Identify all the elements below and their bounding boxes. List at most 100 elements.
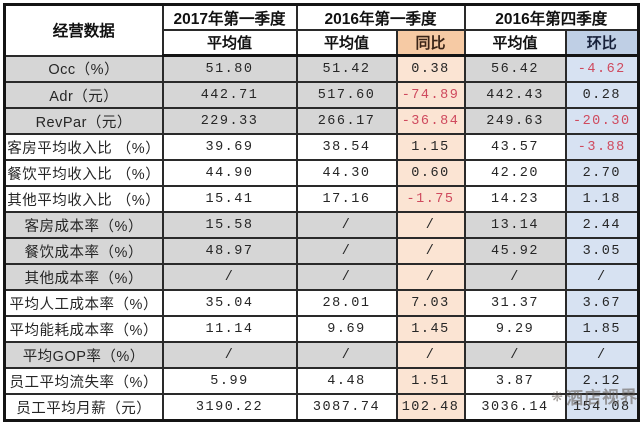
- value-qoq: 2.12: [564, 367, 640, 395]
- row-label: 客房平均收入比 （%）: [3, 133, 164, 161]
- value-2016q4-avg: 42.20: [463, 159, 567, 187]
- table-row: 员工平均流失率（%） 5.99 4.48 1.51 3.87 2.12: [3, 367, 640, 395]
- row-label: 其他平均收入比 （%）: [3, 185, 164, 213]
- table-row: 平均能耗成本率（%） 11.14 9.69 1.45 9.29 1.85: [3, 315, 640, 343]
- value-2016q4-avg: 249.63: [463, 107, 567, 135]
- value-2016q1-avg: /: [295, 237, 398, 265]
- value-2016q1-avg: 17.16: [295, 185, 398, 213]
- value-2017q1-avg: 442.71: [161, 81, 298, 109]
- table-row: Occ（%） 51.80 51.42 0.38 56.42 -4.62: [3, 54, 640, 83]
- row-label: 餐饮成本率（%）: [3, 237, 164, 265]
- value-qoq: 2.70: [564, 159, 640, 187]
- value-2017q1-avg: 15.58: [161, 211, 298, 239]
- value-2017q1-avg: 5.99: [161, 367, 298, 395]
- group-header-2016q1: 2016年第一季度: [295, 3, 466, 31]
- value-yoy: -1.75: [395, 185, 466, 213]
- row-label: 员工平均流失率（%）: [3, 367, 164, 395]
- value-2016q1-avg: /: [295, 341, 398, 369]
- value-qoq: /: [564, 341, 640, 369]
- table-row: RevPar（元） 229.33 266.17 -36.84 249.63 -20.30: [3, 107, 640, 135]
- table-row: 餐饮成本率（%） 48.97//45.92 3.05: [3, 237, 640, 265]
- value-2016q4-avg: 14.23: [463, 185, 567, 213]
- table-row: 餐饮平均收入比 （%） 44.90 44.30 0.60 42.20 2.70: [3, 159, 640, 187]
- table-row: Adr（元） 442.71 517.60 -74.89 442.43 0.28: [3, 81, 640, 109]
- value-2017q1-avg: 3190.22: [161, 393, 298, 422]
- value-2016q4-avg: 45.92: [463, 237, 567, 265]
- value-2016q4-avg: 43.57: [463, 133, 567, 161]
- subheader-avg-2016q1: 平均值: [295, 29, 398, 57]
- value-2017q1-avg: 39.69: [161, 133, 298, 161]
- subheader-yoy: 同比: [395, 29, 466, 57]
- value-yoy: /: [395, 237, 466, 265]
- value-2016q1-avg: 9.69: [295, 315, 398, 343]
- row-label: 平均人工成本率（%）: [3, 289, 164, 317]
- value-2017q1-avg: 15.41: [161, 185, 298, 213]
- subheader-qoq: 环比: [564, 29, 640, 57]
- value-2017q1-avg: 48.97: [161, 237, 298, 265]
- value-yoy: 1.15: [395, 133, 466, 161]
- value-qoq: -4.62: [564, 54, 640, 83]
- value-yoy: 1.51: [395, 367, 466, 395]
- table-row: 客房成本率（%） 15.58//13.14 2.44: [3, 211, 640, 239]
- value-2016q1-avg: 44.30: [295, 159, 398, 187]
- value-qoq: 154.08: [564, 393, 640, 422]
- table-row: 其他平均收入比 （%） 15.41 17.16 -1.75 14.23 1.18: [3, 185, 640, 213]
- value-2016q1-avg: /: [295, 263, 398, 291]
- table-row: 其他成本率（%） / / / / /: [3, 263, 640, 291]
- value-2017q1-avg: 11.14: [161, 315, 298, 343]
- value-qoq: /: [564, 263, 640, 291]
- value-2016q1-avg: 266.17: [295, 107, 398, 135]
- value-yoy: 1.45: [395, 315, 466, 343]
- value-yoy: 0.38: [395, 54, 466, 83]
- value-qoq: 1.85: [564, 315, 640, 343]
- value-2016q4-avg: 13.14: [463, 211, 567, 239]
- subheader-avg-2016q4: 平均值: [463, 29, 567, 57]
- value-2016q4-avg: 9.29: [463, 315, 567, 343]
- row-label: Occ（%）: [3, 54, 164, 83]
- value-2017q1-avg: 229.33: [161, 107, 298, 135]
- value-2016q4-avg: 31.37: [463, 289, 567, 317]
- row-label: 餐饮平均收入比 （%）: [3, 159, 164, 187]
- value-2016q1-avg: 3087.74: [295, 393, 398, 422]
- value-2017q1-avg: 35.04: [161, 289, 298, 317]
- value-qoq: 2.44: [564, 211, 640, 239]
- value-2017q1-avg: /: [161, 263, 298, 291]
- value-qoq: 0.28: [564, 81, 640, 109]
- value-yoy: -36.84: [395, 107, 466, 135]
- row-label: RevPar（元）: [3, 107, 164, 135]
- value-qoq: -20.30: [564, 107, 640, 135]
- table-row: 平均人工成本率（%） 35.04 28.01 7.03 31.37 3.67: [3, 289, 640, 317]
- value-yoy: -74.89: [395, 81, 466, 109]
- row-label: 客房成本率（%）: [3, 211, 164, 239]
- value-2016q4-avg: /: [463, 263, 567, 291]
- value-2016q4-avg: 3.87: [463, 367, 567, 395]
- value-yoy: /: [395, 211, 466, 239]
- table-row: 员工平均月薪（元） 3190.22 3087.74 102.48 3036.14 154.…: [3, 393, 640, 422]
- value-2016q1-avg: 51.42: [295, 54, 398, 83]
- row-label: 员工平均月薪（元）: [3, 393, 164, 422]
- value-yoy: /: [395, 341, 466, 369]
- value-2016q1-avg: 4.48: [295, 367, 398, 395]
- value-2016q1-avg: 517.60: [295, 81, 398, 109]
- value-yoy: /: [395, 263, 466, 291]
- value-2016q4-avg: /: [463, 341, 567, 369]
- value-qoq: 1.18: [564, 185, 640, 213]
- value-2016q1-avg: /: [295, 211, 398, 239]
- value-2016q4-avg: 56.42: [463, 54, 567, 83]
- value-yoy: 0.60: [395, 159, 466, 187]
- group-header-2016q4: 2016年第四季度: [463, 3, 640, 31]
- value-qoq: 3.05: [564, 237, 640, 265]
- row-label: 平均GOP率（%）: [3, 341, 164, 369]
- row-label: 其他成本率（%）: [3, 263, 164, 291]
- value-qoq: 3.67: [564, 289, 640, 317]
- value-2016q1-avg: 28.01: [295, 289, 398, 317]
- value-2016q1-avg: 38.54: [295, 133, 398, 161]
- table-row: 平均GOP率（%） / / / / /: [3, 341, 640, 369]
- operating-data-table: 经营数据 2017年第一季度 2016年第一季度 2016年第四季度 平均值 平…: [3, 3, 640, 422]
- value-2017q1-avg: /: [161, 341, 298, 369]
- corner-header: 经营数据: [3, 3, 164, 57]
- row-label: 平均能耗成本率（%）: [3, 315, 164, 343]
- value-2017q1-avg: 44.90: [161, 159, 298, 187]
- subheader-avg-2017q1: 平均值: [161, 29, 298, 57]
